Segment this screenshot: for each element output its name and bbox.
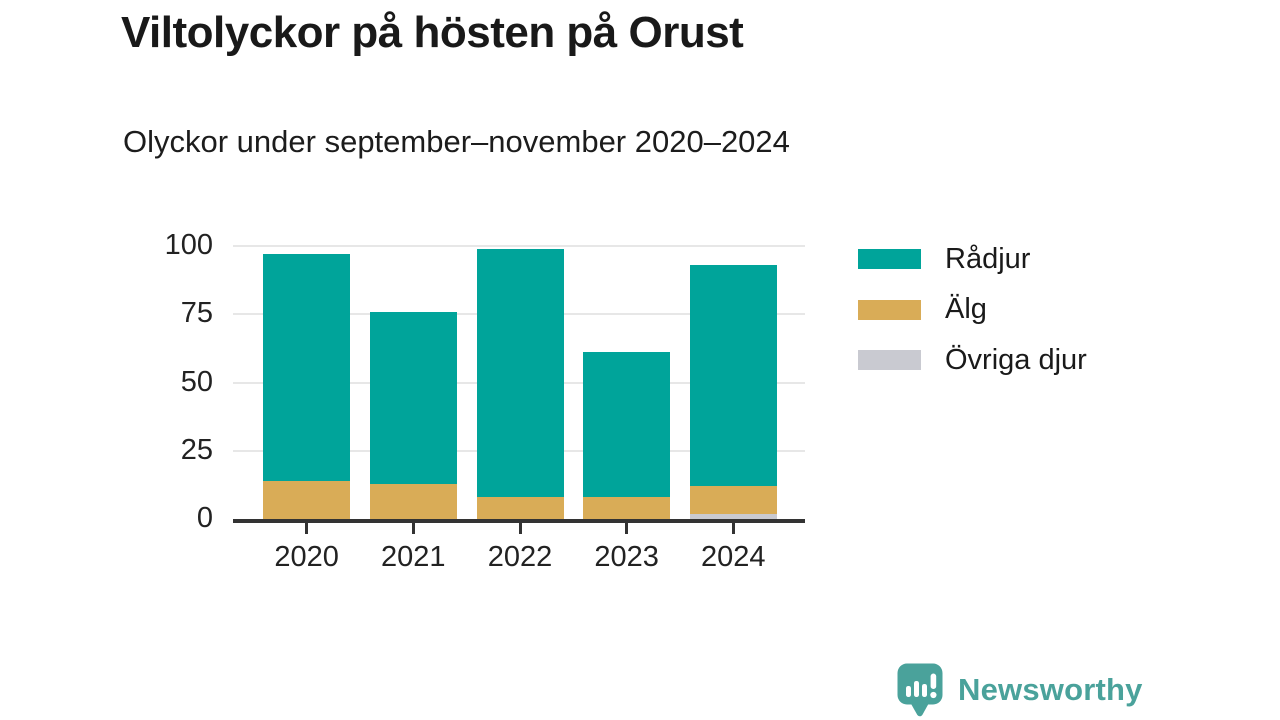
- x-axis-label-2023: 2023: [594, 541, 659, 573]
- x-axis-label-2022: 2022: [487, 541, 553, 573]
- bar-2021-rådjur: [369, 311, 457, 484]
- legend-item-övriga-djur: Övriga djur: [858, 339, 1087, 381]
- x-tick-2023: [625, 523, 629, 534]
- legend-item-älg: Älg: [858, 289, 987, 331]
- legend-label: Övriga djur: [945, 343, 1087, 376]
- bar-2020-älg: [263, 480, 351, 519]
- x-tick-2020: [305, 523, 309, 534]
- x-axis-line: [233, 519, 805, 523]
- bar-2022-älg: [476, 497, 564, 519]
- x-axis-label-2024: 2024: [701, 541, 766, 573]
- y-axis-label-25: 25: [180, 433, 213, 466]
- y-axis-label-50: 50: [180, 365, 213, 398]
- brand-name: Newsworthy: [958, 672, 1143, 707]
- legend-swatch: [858, 350, 921, 370]
- logo-bar-small: [906, 686, 911, 697]
- y-axis-label-0: 0: [196, 502, 213, 534]
- bar-2021-älg: [369, 483, 457, 519]
- newsworthy-logo-icon: [897, 663, 943, 717]
- bar-2024-älg: [689, 486, 777, 514]
- x-axis-label-2020: 2020: [274, 541, 339, 573]
- logo-exclamation-dot: [930, 691, 937, 699]
- legend-label: Älg: [945, 293, 987, 325]
- logo-bar-medium: [922, 684, 927, 697]
- bar-2023-rådjur: [583, 352, 671, 498]
- bar-2020-rådjur: [263, 254, 351, 481]
- bar-2022-rådjur: [476, 248, 564, 498]
- x-tick-2024: [731, 523, 735, 534]
- legend-swatch: [858, 299, 921, 320]
- legend-swatch: [858, 249, 921, 269]
- bar-2024-övriga-djur: [689, 513, 777, 519]
- brand-footer: Newsworthy: [897, 663, 1143, 717]
- bar-2024-rådjur: [689, 265, 777, 487]
- logo-exclamation-bar: [930, 673, 937, 689]
- chart-subtitle: Olyckor under september–november 2020–20…: [123, 124, 790, 159]
- x-tick-2022: [518, 523, 522, 534]
- x-tick-2021: [411, 523, 415, 534]
- y-gridline-100: [233, 245, 805, 247]
- bar-2023-älg: [583, 497, 671, 519]
- y-axis-label-75: 75: [180, 297, 213, 330]
- legend-label: Rådjur: [945, 242, 1031, 275]
- chart-title: Viltolyckor på hösten på Orust: [121, 8, 744, 57]
- x-axis-label-2021: 2021: [381, 541, 446, 573]
- logo-bar-tall: [914, 681, 919, 697]
- y-axis-label-100: 100: [164, 229, 213, 261]
- legend-item-rådjur: Rådjur: [858, 238, 1030, 280]
